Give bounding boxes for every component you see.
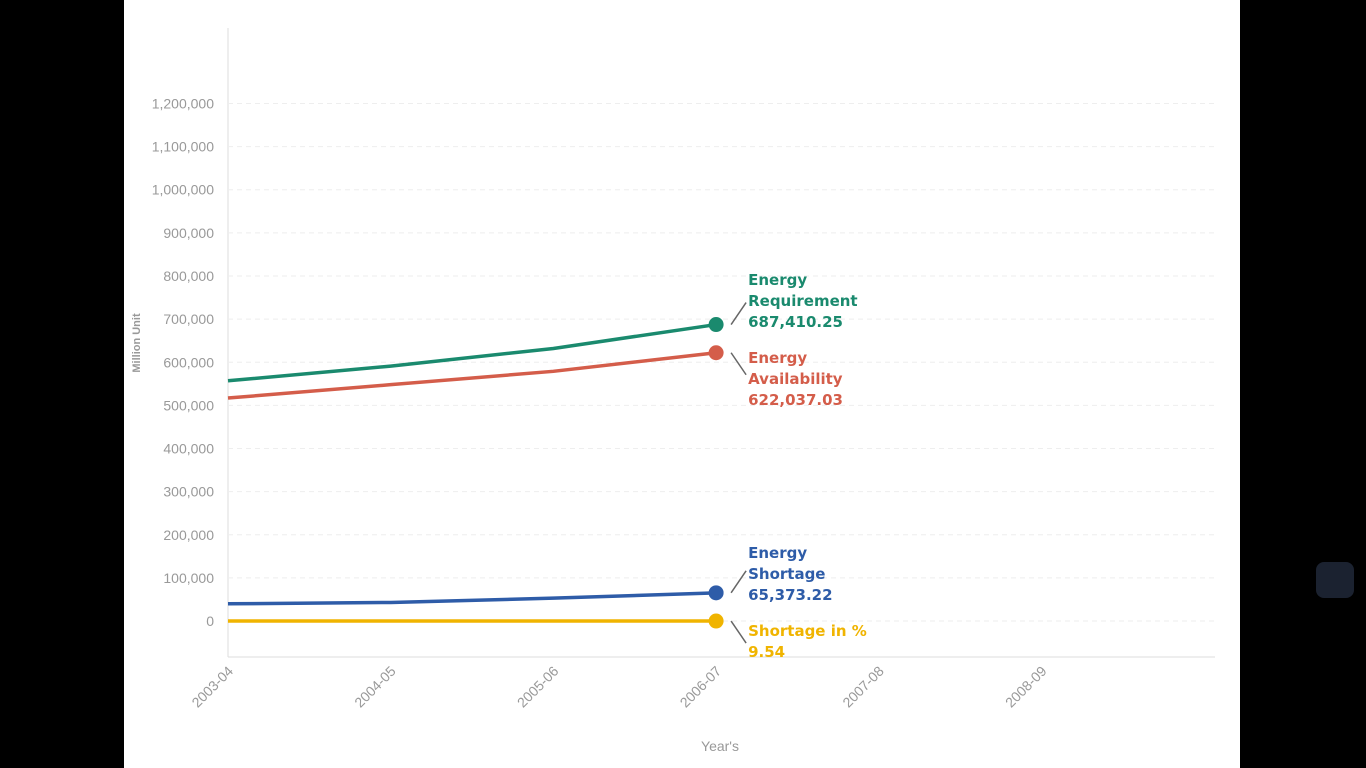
leader-line — [730, 352, 747, 376]
x-tick-label: 2006-07 — [677, 663, 725, 711]
value-label: 622,037.03 — [748, 390, 843, 409]
y-axis-label: Million Unit — [131, 313, 143, 373]
app-icon[interactable] — [1316, 562, 1354, 598]
end-point — [708, 345, 724, 361]
x-axis-label: Year's — [701, 738, 739, 754]
series-label: Energy Shortage — [748, 543, 826, 583]
panel — [124, 0, 1240, 768]
y-tick-label: 700,000 — [163, 311, 214, 327]
leader-line — [730, 620, 747, 644]
x-tick-label: 2005-06 — [514, 663, 562, 711]
y-tick-label: 0 — [206, 613, 214, 629]
series-label: Energy Availability — [748, 348, 843, 388]
end-point — [708, 317, 724, 333]
end-point — [708, 613, 724, 629]
leader-line — [730, 302, 747, 325]
y-tick-label: 400,000 — [163, 441, 214, 457]
y-tick-label: 100,000 — [163, 570, 214, 586]
series-line — [227, 591, 717, 606]
series-line — [227, 322, 717, 383]
x-tick-label: 2004-05 — [351, 663, 399, 711]
end-point — [708, 585, 724, 601]
y-tick-label: 500,000 — [163, 397, 214, 413]
y-tick-label: 800,000 — [163, 268, 214, 284]
value-label: 687,410.25 — [748, 312, 843, 331]
y-tick-label: 1,100,000 — [152, 139, 214, 155]
x-tick-label: 2008-09 — [1002, 663, 1050, 711]
y-tick-label: 300,000 — [163, 484, 214, 500]
x-tick-label: 2003-04 — [188, 663, 236, 711]
y-tick-label: 200,000 — [163, 527, 214, 543]
value-label: 65,373.22 — [748, 585, 833, 604]
y-tick-label: 600,000 — [163, 354, 214, 370]
value-label: 9.54 — [748, 643, 786, 662]
x-tick-label: 2007-08 — [839, 663, 887, 711]
y-tick-label: 1,000,000 — [152, 182, 214, 198]
series-label: Energy Requirement — [748, 270, 858, 310]
y-tick-label: 900,000 — [163, 225, 214, 241]
y-tick-label: 1,200,000 — [152, 95, 214, 111]
series-line — [227, 351, 717, 400]
series-label: Shortage in % — [748, 622, 867, 641]
leader-line — [730, 570, 747, 594]
